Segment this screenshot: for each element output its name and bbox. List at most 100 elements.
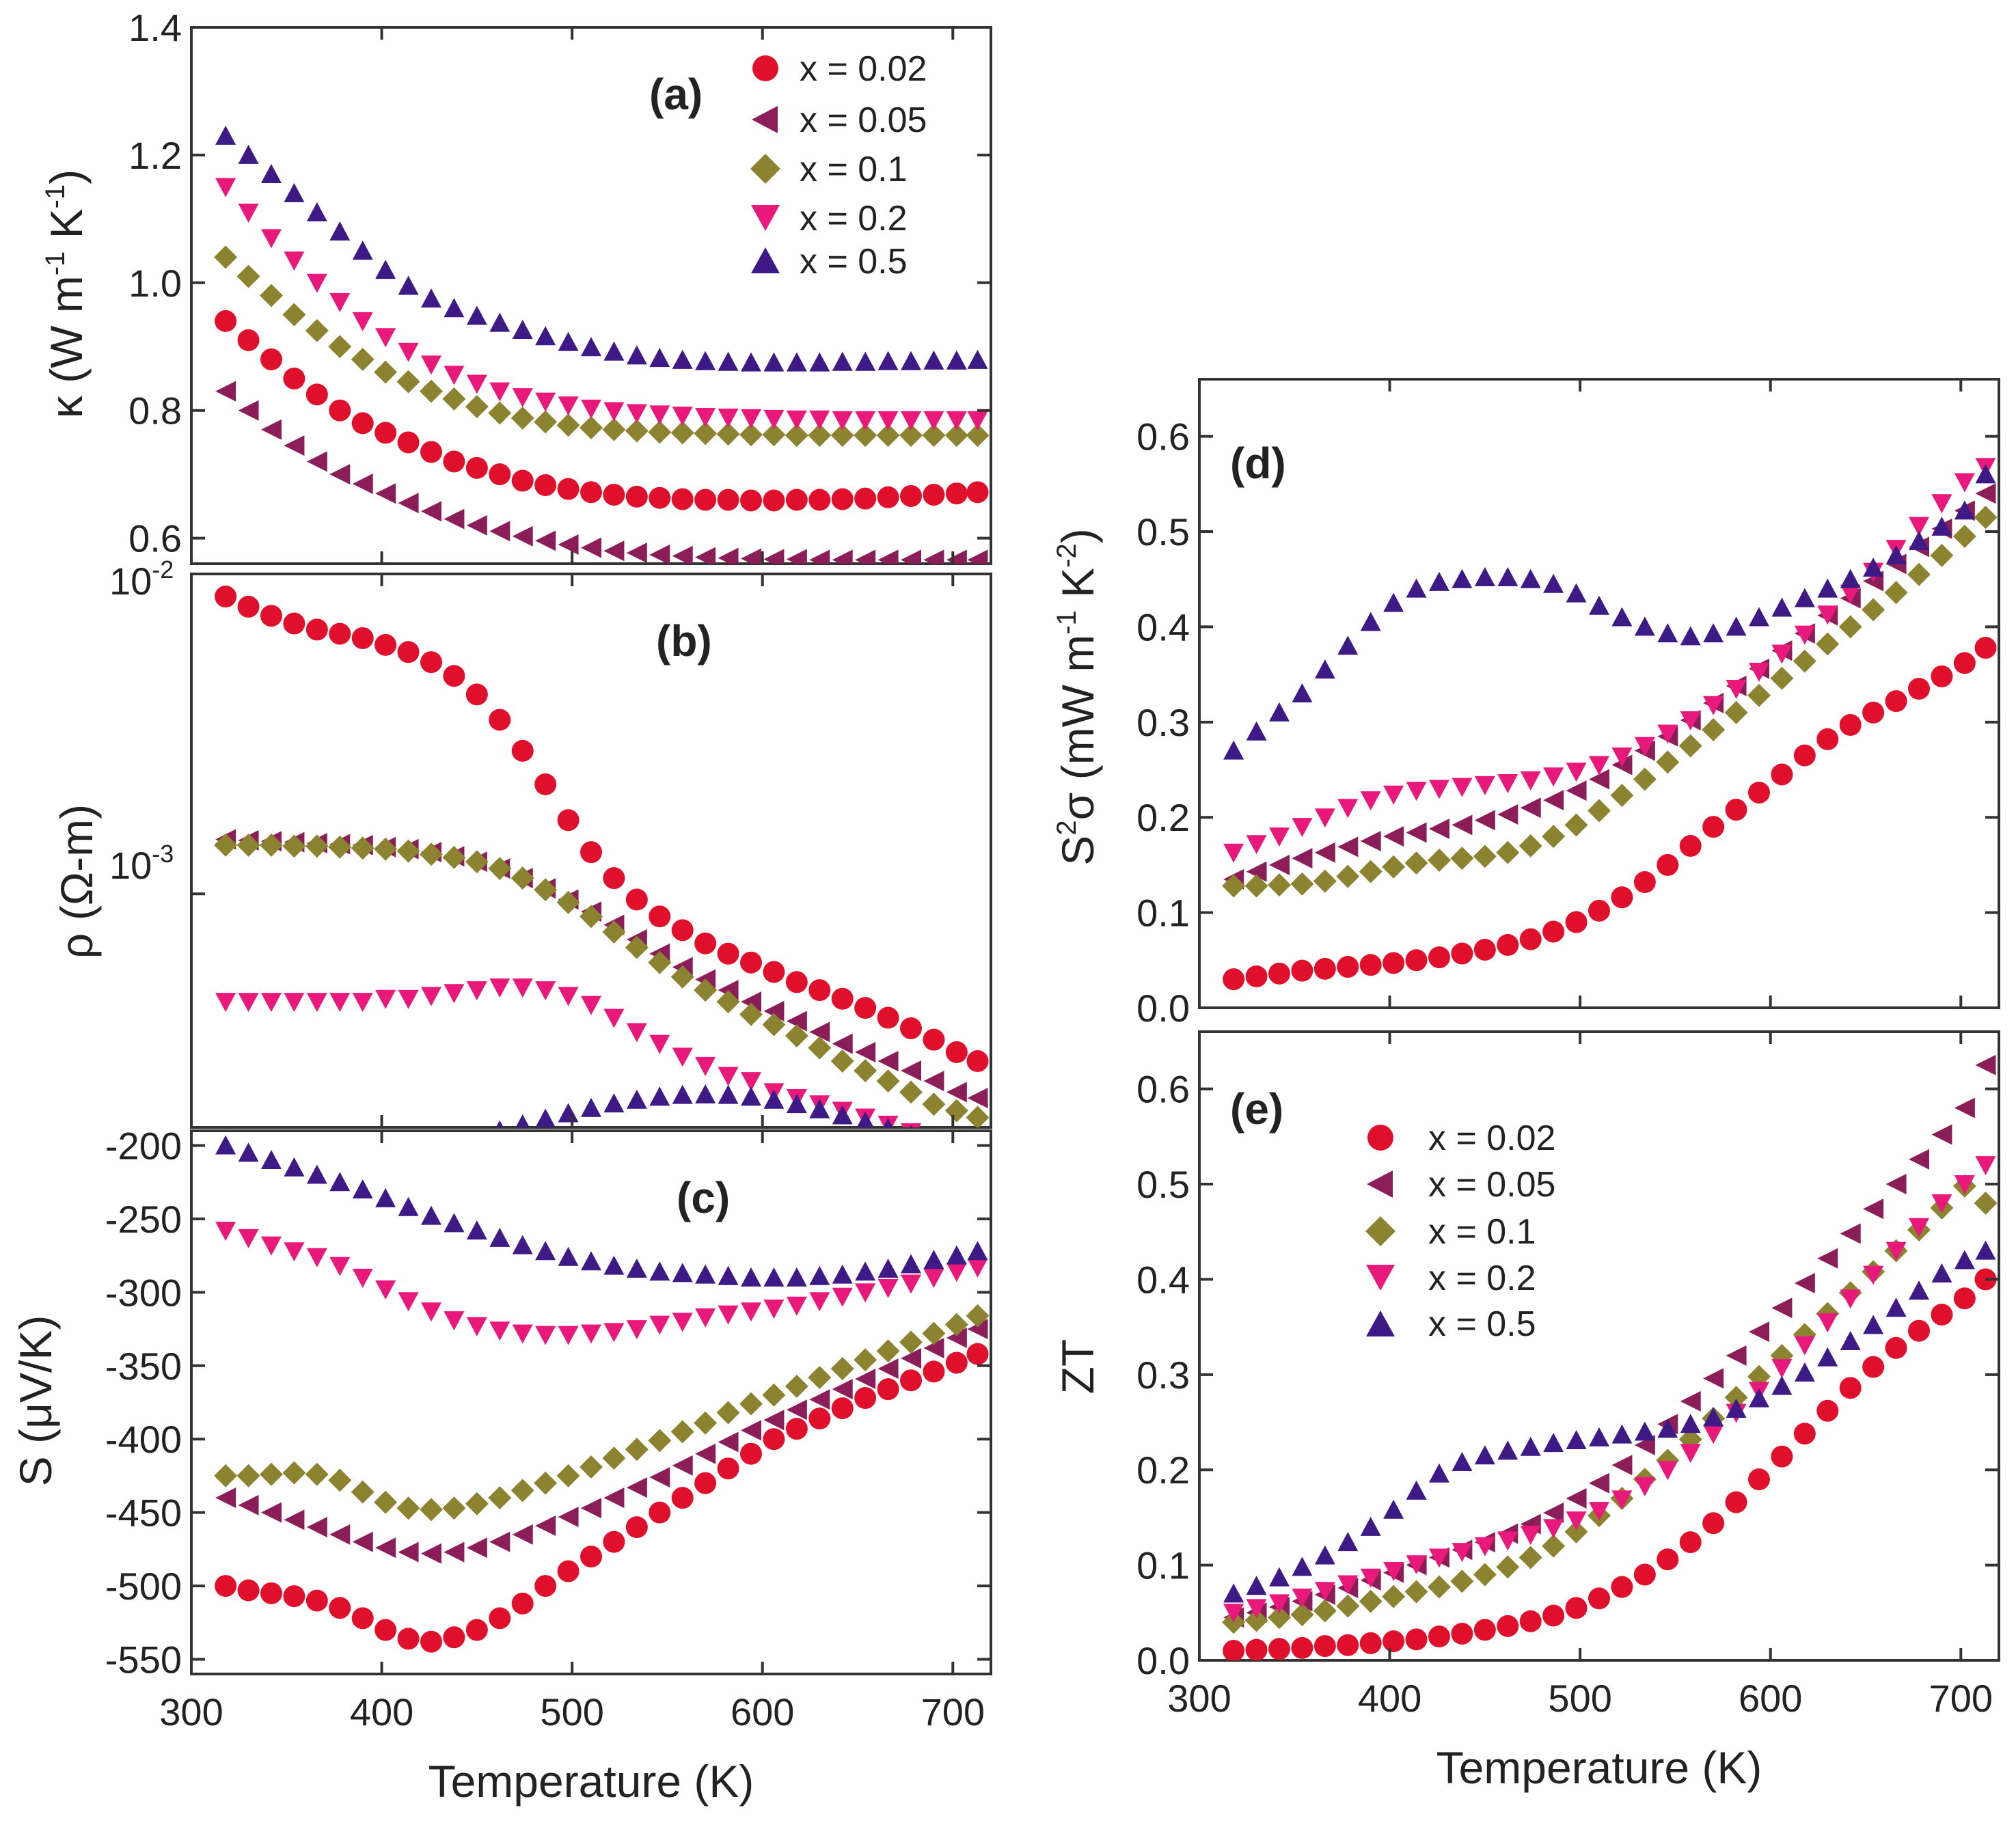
panel-a-point: [215, 381, 236, 402]
panel-e-point: [1885, 1241, 1907, 1261]
panel-b-point: [329, 993, 351, 1013]
panel-e-point: [1474, 1445, 1495, 1465]
panel-d-point: [1429, 571, 1449, 591]
panel-e-point: [1816, 1399, 1839, 1422]
panel-b-point: [236, 833, 260, 857]
panel-d-point: [1452, 814, 1473, 836]
panel-e-point: [1885, 1174, 1907, 1195]
panel-d-point: [1702, 717, 1726, 741]
panel-e-point: [1908, 1319, 1930, 1342]
panel-b-point: [374, 633, 397, 656]
panel-c-point: [443, 1626, 465, 1649]
panel-c-point: [558, 1507, 579, 1528]
panel-e-point: [1702, 1512, 1725, 1535]
panel-a-point: [877, 549, 899, 564]
legend-marker-triangle-left-icon: [752, 106, 778, 133]
panel-b-point: [910, 1125, 912, 1127]
panel-d-point: [1931, 665, 1953, 687]
panel-e-point: [1633, 1563, 1656, 1586]
panel-d-point: [1885, 690, 1907, 713]
panel-d-point: [1268, 962, 1290, 985]
panel-b-point: [626, 1023, 647, 1043]
panel-d-point: [1292, 848, 1313, 869]
panel-a-point: [444, 298, 465, 318]
panel-d-point: [1931, 494, 1952, 514]
panel-a-point: [260, 348, 282, 370]
panel-e-point: [1406, 1555, 1427, 1575]
panel-c-point: [785, 1418, 808, 1440]
panel-b-point: [649, 1086, 670, 1106]
panel-a-point: [352, 312, 373, 331]
panel-e-point: [1680, 1390, 1701, 1412]
panel-c-point: [237, 1579, 260, 1602]
panel-a-point: [602, 417, 626, 441]
panel-b-point: [282, 834, 306, 858]
panel-b-point: [489, 978, 510, 998]
panel-b-point: [763, 961, 785, 983]
panel-d-point: [1246, 835, 1267, 855]
panel-a-point: [967, 411, 988, 430]
panel-c-point: [421, 1205, 441, 1225]
panel-e-point: [1360, 1568, 1381, 1588]
panel-a-point: [284, 182, 305, 202]
panel-c-point: [444, 1541, 465, 1563]
panel-b-point: [854, 997, 877, 1019]
panel-d-point: [1680, 626, 1701, 646]
panel-e-point: [1359, 1632, 1382, 1654]
panel-e-xtick-label: 300: [1167, 1677, 1231, 1720]
panel-a-series-group: [214, 125, 990, 564]
panel-a-point: [718, 351, 739, 371]
panel-c-point: [466, 1220, 487, 1240]
panel-d-point: [1428, 848, 1451, 872]
panel-b-point: [329, 1141, 350, 1160]
legend-marker-triangle-up-icon: [751, 247, 780, 273]
panel-d-point: [1406, 822, 1427, 843]
panel-d-point: [1337, 635, 1359, 655]
panel-e-point: [1429, 1463, 1449, 1483]
legend-item-x01: x = 0.1: [1365, 1212, 1536, 1252]
panel-a-point: [830, 424, 854, 448]
panel-a-point: [739, 423, 763, 447]
panel-c-point: [967, 1319, 988, 1340]
panel-c-point: [855, 1369, 876, 1390]
panel-b-point: [351, 627, 374, 649]
panel-a-point: [808, 424, 832, 448]
panel-e-point: [1429, 1548, 1449, 1568]
panel-d-point: [1269, 854, 1290, 875]
panel-d-point: [1589, 595, 1609, 615]
panel-c-point: [352, 1531, 373, 1552]
panel-b-point: [968, 1144, 988, 1164]
panel-c-point: [557, 1560, 580, 1582]
panel-a-point: [238, 144, 259, 164]
legend-item-x002: x = 0.02: [752, 49, 927, 89]
panel-d-ytick-label: 0.5: [1136, 510, 1190, 553]
panel-a-point: [489, 463, 511, 486]
panel-b-point: [672, 1047, 693, 1067]
panel-b-point: [558, 987, 579, 1006]
panel-d-point: [1313, 957, 1336, 980]
panel-b-point: [740, 951, 762, 974]
panel-a-point: [763, 352, 785, 372]
panel-c-point: [603, 1323, 625, 1343]
panel-c-point: [374, 1490, 398, 1514]
panel-b-point: [786, 1011, 807, 1032]
panel-c-point: [352, 1179, 373, 1198]
panel-b-point: [785, 1024, 808, 1047]
panel-b-point: [922, 1093, 946, 1116]
panel-b-point: [603, 1093, 625, 1113]
panel-c-point: [831, 1397, 854, 1420]
panel-e-point: [1974, 1191, 1998, 1215]
panel-e-point: [1564, 1520, 1588, 1543]
panel-d-point: [1336, 864, 1360, 888]
panel-d-series-group: [1222, 458, 1998, 991]
panel-d-point: [1633, 767, 1657, 791]
panel-c-ytick-label: -250: [105, 1198, 182, 1241]
panel-c-point: [923, 1268, 944, 1288]
panel-e-point: [1954, 1175, 1975, 1195]
x-axis-label-right: Temperature (K): [1436, 1742, 1762, 1793]
panel-c-point: [763, 1267, 785, 1287]
panel-d-point: [1770, 666, 1794, 690]
panel-e-point: [1245, 1638, 1268, 1660]
panel-d-point: [1474, 810, 1495, 831]
